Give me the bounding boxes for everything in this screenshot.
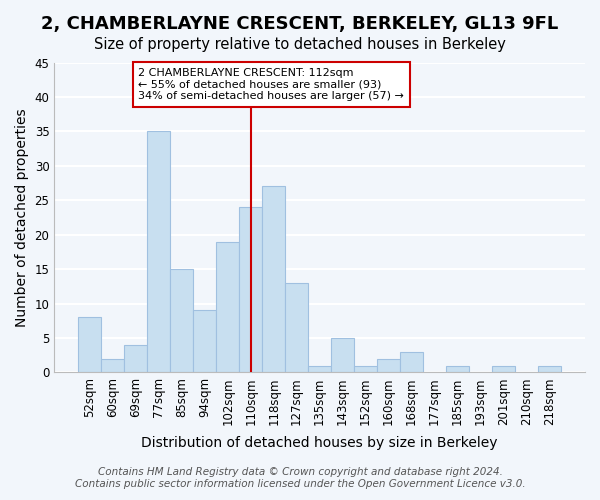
- Bar: [170, 269, 193, 372]
- Bar: [331, 338, 354, 372]
- Bar: [239, 207, 262, 372]
- Bar: [446, 366, 469, 372]
- Text: 2 CHAMBERLAYNE CRESCENT: 112sqm
← 55% of detached houses are smaller (93)
34% of: 2 CHAMBERLAYNE CRESCENT: 112sqm ← 55% of…: [138, 68, 404, 101]
- X-axis label: Distribution of detached houses by size in Berkeley: Distribution of detached houses by size …: [142, 436, 498, 450]
- Text: 2, CHAMBERLAYNE CRESCENT, BERKELEY, GL13 9FL: 2, CHAMBERLAYNE CRESCENT, BERKELEY, GL13…: [41, 15, 559, 33]
- Bar: [538, 366, 561, 372]
- Bar: [262, 186, 285, 372]
- Bar: [124, 345, 148, 372]
- Bar: [400, 352, 423, 372]
- Bar: [377, 358, 400, 372]
- Bar: [216, 242, 239, 372]
- Bar: [148, 132, 170, 372]
- Y-axis label: Number of detached properties: Number of detached properties: [15, 108, 29, 327]
- Bar: [492, 366, 515, 372]
- Bar: [354, 366, 377, 372]
- Text: Contains HM Land Registry data © Crown copyright and database right 2024.
Contai: Contains HM Land Registry data © Crown c…: [74, 468, 526, 489]
- Bar: [193, 310, 216, 372]
- Bar: [285, 283, 308, 372]
- Text: Size of property relative to detached houses in Berkeley: Size of property relative to detached ho…: [94, 38, 506, 52]
- Bar: [101, 358, 124, 372]
- Bar: [79, 318, 101, 372]
- Bar: [308, 366, 331, 372]
